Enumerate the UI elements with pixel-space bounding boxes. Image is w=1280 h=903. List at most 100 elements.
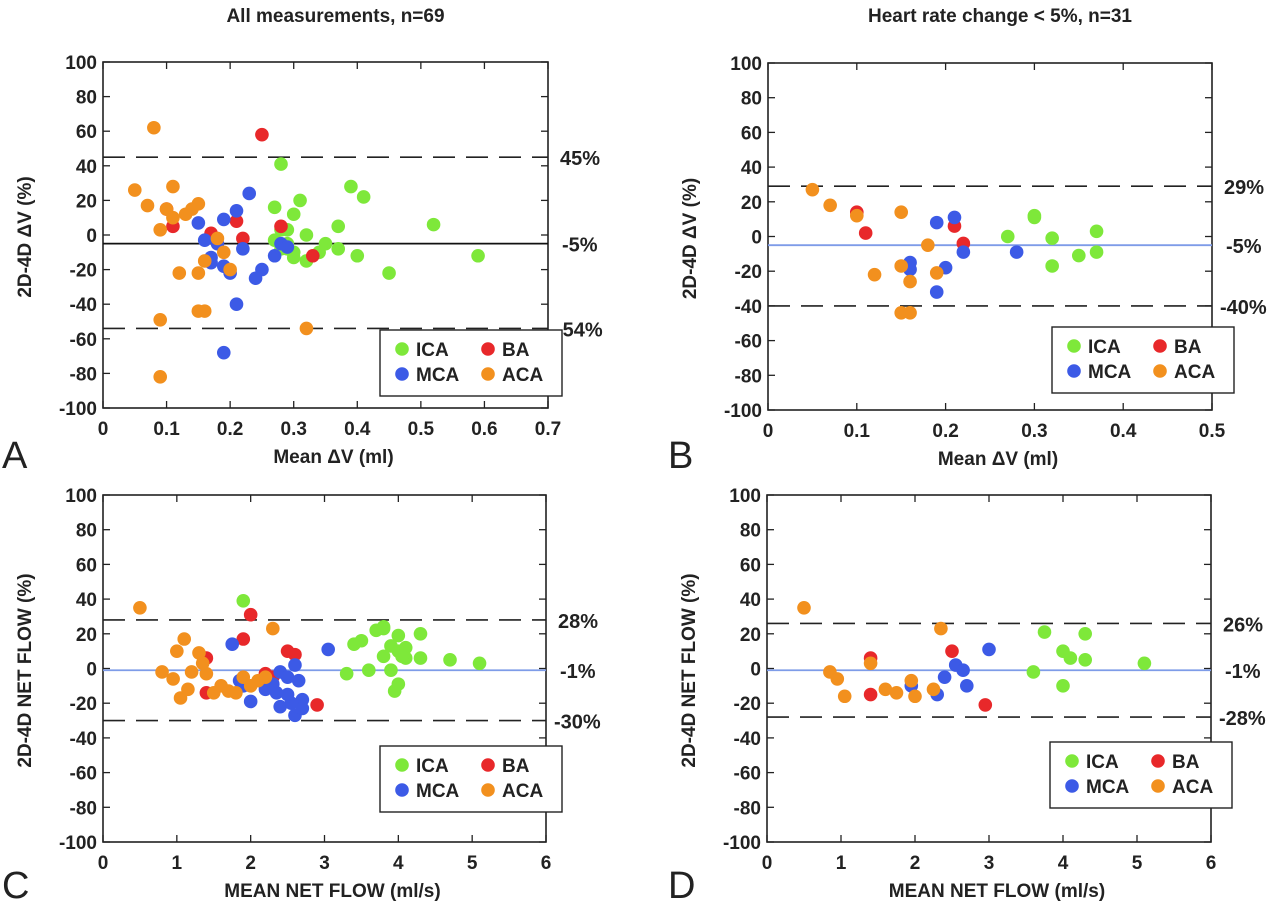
point-ica: [1078, 627, 1092, 641]
upper-limit-label: 45%: [560, 148, 600, 170]
point-ica: [299, 228, 314, 242]
point-ica: [1089, 224, 1104, 239]
point-mca: [295, 701, 310, 716]
y-axis-label: 2D-4D NET FLOW (%): [679, 573, 700, 767]
point-aca: [889, 685, 904, 700]
point-aca: [797, 600, 811, 615]
point-mca: [960, 679, 974, 693]
panel-A: All measurements, n=69 100 80 60 40 20 0 -20 -40…: [2, 6, 603, 477]
point-mca: [937, 670, 952, 684]
legend-marker-mca: [1065, 779, 1079, 793]
panel-letter: C: [2, 865, 29, 903]
x-tick-label: 0.4: [1110, 421, 1137, 442]
upper-limit-label: 28%: [558, 611, 598, 633]
x-tick-label: 6: [1206, 853, 1217, 874]
x-tick-label: 0.4: [344, 419, 371, 440]
y-tick-label: -100: [724, 401, 762, 422]
point-ba: [305, 248, 320, 263]
legend-label-mca: MCA: [1086, 777, 1130, 798]
point-mca: [321, 642, 335, 657]
y-tick-label: -40: [70, 295, 97, 316]
point-aca: [908, 689, 922, 704]
legend-box: [379, 329, 563, 397]
point-ica: [1045, 231, 1059, 246]
point-ica: [395, 649, 409, 664]
point-aca: [170, 644, 184, 658]
point-aca: [894, 259, 908, 273]
point-aca: [216, 245, 231, 260]
x-axis-label: Mean ΔV (ml): [273, 447, 393, 468]
point-ba: [858, 226, 873, 240]
point-ica: [471, 248, 485, 263]
point-mca: [229, 297, 244, 312]
legend-label-ba: BA: [1174, 337, 1202, 358]
x-tick-label: 0: [763, 421, 774, 442]
x-tick-label: 2: [910, 853, 921, 874]
lower-limit-label: -40%: [1220, 297, 1267, 319]
point-ba: [978, 698, 993, 712]
point-ba: [863, 687, 878, 702]
y-tick-label: 80: [740, 521, 761, 542]
point-aca: [823, 198, 837, 213]
point-mca: [929, 215, 944, 230]
x-tick-label: 0: [762, 853, 773, 874]
point-ica: [376, 621, 391, 636]
point-aca: [894, 205, 908, 220]
legend-marker-ba: [1151, 754, 1165, 768]
point-mca: [273, 699, 288, 714]
point-aca: [830, 672, 845, 686]
y-tick-label: -100: [59, 833, 97, 854]
point-aca: [172, 266, 187, 280]
point-aca: [258, 670, 273, 684]
point-mca: [284, 696, 299, 710]
x-tick-label: 3: [984, 853, 995, 874]
point-ica: [350, 248, 365, 263]
point-aca: [197, 254, 212, 268]
upper-limit-label: 29%: [1224, 177, 1264, 199]
x-tick-label: 5: [467, 853, 478, 874]
mean-label: -5%: [562, 235, 598, 257]
point-ica: [318, 236, 333, 251]
point-aca: [850, 208, 864, 223]
data-points: [797, 600, 1152, 712]
lower-limit-label: -30%: [554, 712, 601, 734]
legend-label-ba: BA: [502, 756, 530, 777]
point-aca: [155, 665, 169, 679]
point-aca: [153, 370, 168, 384]
point-aca: [903, 306, 917, 320]
legend-label-aca: ACA: [502, 365, 543, 386]
point-aca: [192, 646, 206, 660]
point-aca: [837, 689, 852, 704]
point-aca: [166, 210, 180, 225]
y-tick-label: 60: [76, 122, 97, 143]
point-mca: [191, 216, 206, 230]
legend: ICA BA MCA ACA: [379, 329, 563, 397]
y-tick-label: 40: [76, 590, 97, 611]
mean-label: -5%: [1226, 236, 1262, 258]
point-mca: [269, 685, 284, 700]
y-tick-label: 20: [740, 625, 761, 646]
legend-marker-aca: [481, 783, 495, 797]
point-ica: [1137, 656, 1152, 671]
y-tick-label: -40: [734, 729, 761, 750]
point-ica: [443, 653, 457, 667]
point-mca: [956, 245, 971, 259]
lower-limit-label: -54%: [556, 319, 603, 341]
point-ica: [1027, 210, 1042, 225]
legend-marker-mca: [395, 783, 409, 797]
legend-box: [1049, 741, 1233, 809]
legend-marker-aca: [1151, 779, 1165, 793]
point-ica: [413, 651, 428, 665]
point-aca: [191, 197, 206, 211]
point-ica: [1089, 245, 1104, 259]
x-tick-label: 3: [319, 853, 330, 874]
point-aca: [229, 685, 243, 700]
x-tick-label: 0.7: [535, 419, 561, 440]
point-mca: [225, 637, 240, 652]
y-tick-label: 40: [741, 158, 762, 179]
panel-letter: A: [2, 435, 28, 477]
upper-limit-label: 26%: [1223, 614, 1263, 636]
point-ica: [1063, 651, 1078, 665]
